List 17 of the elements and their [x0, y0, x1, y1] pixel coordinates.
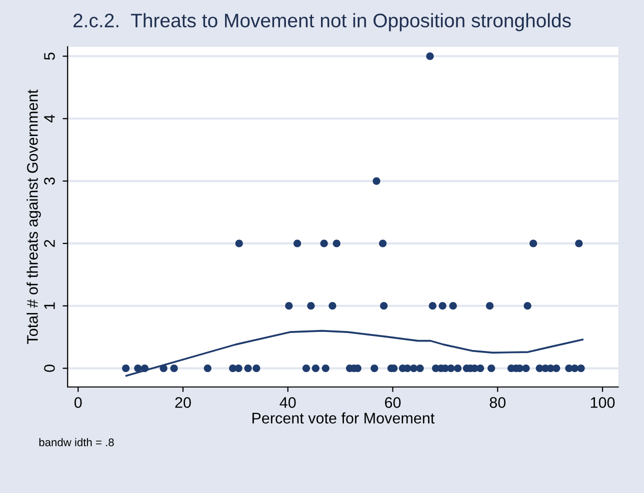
y-tick-label: 0 [44, 364, 55, 372]
x-tick-label: 20 [175, 397, 191, 408]
x-tick-label: 60 [385, 397, 401, 408]
line-series [125, 330, 584, 377]
chart-title: 2.c.2. Threats to Movement not in Opposition strongholds [74, 13, 571, 32]
x-tick-label: 0 [74, 397, 82, 408]
x-tick-label: 80 [490, 397, 506, 408]
y-tick-label: 2 [44, 240, 55, 247]
y-tick-label: 5 [44, 52, 55, 60]
y-axis-title: Total # of threats against Government [26, 90, 41, 344]
x-tick-label: 40 [280, 397, 296, 408]
y-tick-label: 4 [44, 114, 55, 123]
text: bandw idth = .8 [39, 438, 114, 446]
x-tick-label: 100 [590, 397, 615, 408]
x-axis-title: Percent vote for Movement [252, 412, 435, 424]
y-tick-label: 3 [44, 177, 55, 185]
y-tick-label: 1 [44, 302, 55, 309]
